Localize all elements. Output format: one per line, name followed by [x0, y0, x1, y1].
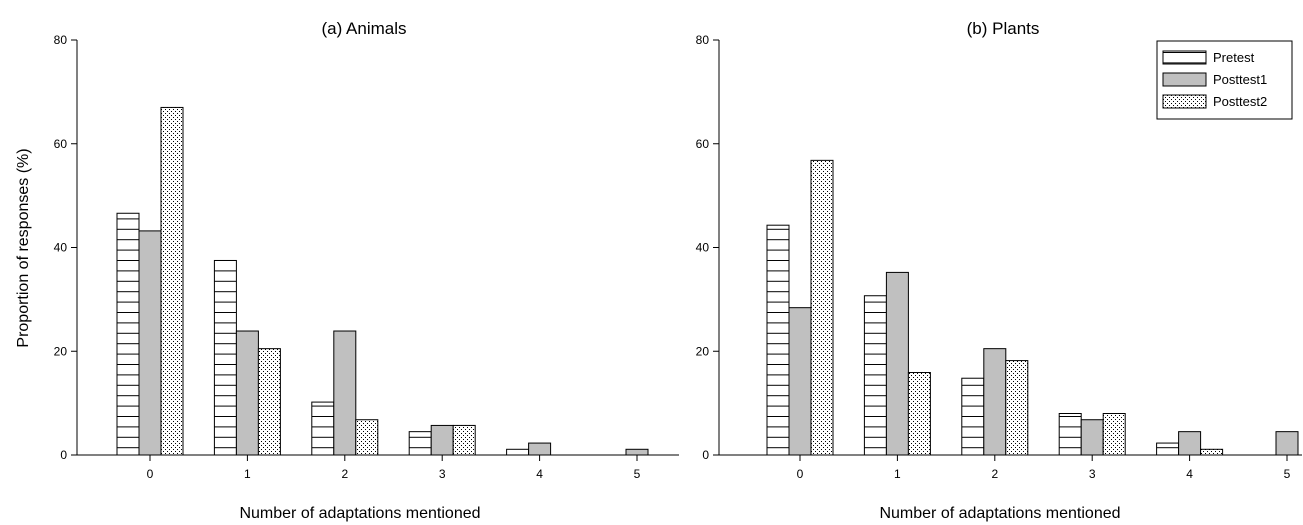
bar-posttest2-1: [907, 372, 931, 456]
x-axis-label-plants: Number of adaptations mentioned: [879, 505, 1120, 522]
legend-label-posttest1: Posttest1: [1213, 72, 1267, 87]
legend-swatch-posttest2: [1162, 94, 1207, 109]
bar-pretest-4: [506, 448, 530, 456]
bar-pretest-2: [311, 401, 335, 456]
x-tick-label: 3: [439, 467, 446, 481]
chart-title-animals: (a) Animals: [321, 19, 406, 38]
bar-posttest1-4: [528, 442, 552, 456]
legend-swatch-posttest1: [1162, 72, 1207, 87]
axes-group: 0 20 40 60 80 0 1 2 3 4 5: [54, 33, 679, 481]
bar-posttest1-3: [1080, 419, 1104, 456]
bar-pretest-2: [961, 377, 985, 456]
bar-posttest2-2: [355, 419, 379, 456]
bar-posttest1-0: [788, 307, 812, 456]
y-axis-label: Proportion of responses (%): [15, 148, 32, 347]
bar-posttest2-3: [452, 424, 476, 456]
bar-pretest-0: [116, 212, 140, 456]
bar-posttest1-2: [983, 348, 1007, 456]
axes-group: 0 20 40 60 80 0 1 2 3 4 5: [696, 33, 1302, 481]
bar-posttest1-3: [430, 424, 454, 456]
chart-panel-plants: (b) Plants 0 20 40 60 80 0 1 2 3 4 5 Number of ada…: [696, 19, 1302, 522]
bars-group: [766, 159, 1299, 456]
x-tick-label: 1: [894, 467, 901, 481]
y-tick-label: 40: [696, 241, 710, 255]
bar-posttest2-0: [810, 159, 834, 456]
bar-pretest-0: [766, 224, 790, 456]
bar-posttest2-4: [1200, 448, 1224, 456]
legend-label-posttest2: Posttest2: [1213, 94, 1267, 109]
x-tick-label: 2: [341, 467, 348, 481]
y-tick-label: 80: [696, 33, 710, 47]
legend-swatch-pretest: [1162, 50, 1207, 65]
chart-panel-animals: (a) Animals 0 20 40 60 80 0 1 2 3 4 5 Number of ad…: [54, 19, 679, 522]
x-tick-label: 1: [244, 467, 251, 481]
bars-group: [116, 106, 649, 456]
bar-posttest1-5: [1275, 431, 1299, 456]
y-tick-label: 60: [54, 137, 68, 151]
y-tick-label: 60: [696, 137, 710, 151]
x-tick-label: 0: [797, 467, 804, 481]
bar-pretest-3: [408, 431, 432, 456]
bar-posttest2-2: [1005, 360, 1029, 456]
bar-posttest2-3: [1102, 413, 1126, 456]
x-tick-label: 5: [634, 467, 641, 481]
x-tick-label: 4: [1186, 467, 1193, 481]
bar-pretest-1: [863, 295, 887, 456]
x-tick-label: 2: [991, 467, 998, 481]
bar-pretest-3: [1058, 413, 1082, 456]
bar-posttest1-4: [1178, 431, 1202, 456]
x-tick-label: 0: [147, 467, 154, 481]
x-tick-label: 4: [536, 467, 543, 481]
y-tick-label: 20: [54, 344, 68, 358]
y-tick-label: 40: [54, 241, 68, 255]
x-tick-label: 3: [1089, 467, 1096, 481]
bar-posttest2-0: [160, 106, 184, 456]
legend: Pretest Posttest1 Posttest2: [1156, 40, 1293, 120]
y-tick-label: 80: [54, 33, 68, 47]
bar-posttest1-1: [885, 271, 909, 456]
y-tick-label: 20: [696, 344, 710, 358]
bar-posttest1-0: [138, 230, 162, 456]
bar-posttest1-5: [625, 448, 649, 456]
y-tick-label: 0: [702, 448, 709, 462]
bar-posttest1-2: [333, 330, 357, 456]
legend-label-pretest: Pretest: [1213, 50, 1255, 65]
y-tick-label: 0: [60, 448, 67, 462]
bar-posttest1-1: [235, 330, 259, 456]
bar-pretest-1: [213, 259, 237, 456]
bar-posttest2-1: [257, 348, 281, 456]
chart-title-plants: (b) Plants: [967, 19, 1040, 38]
bar-pretest-4: [1156, 442, 1180, 456]
x-axis-label-animals: Number of adaptations mentioned: [239, 505, 480, 522]
x-tick-label: 5: [1284, 467, 1291, 481]
